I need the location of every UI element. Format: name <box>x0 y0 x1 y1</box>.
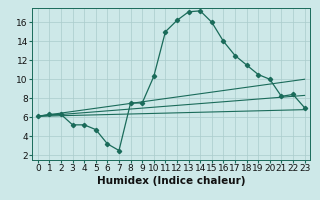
X-axis label: Humidex (Indice chaleur): Humidex (Indice chaleur) <box>97 176 245 186</box>
